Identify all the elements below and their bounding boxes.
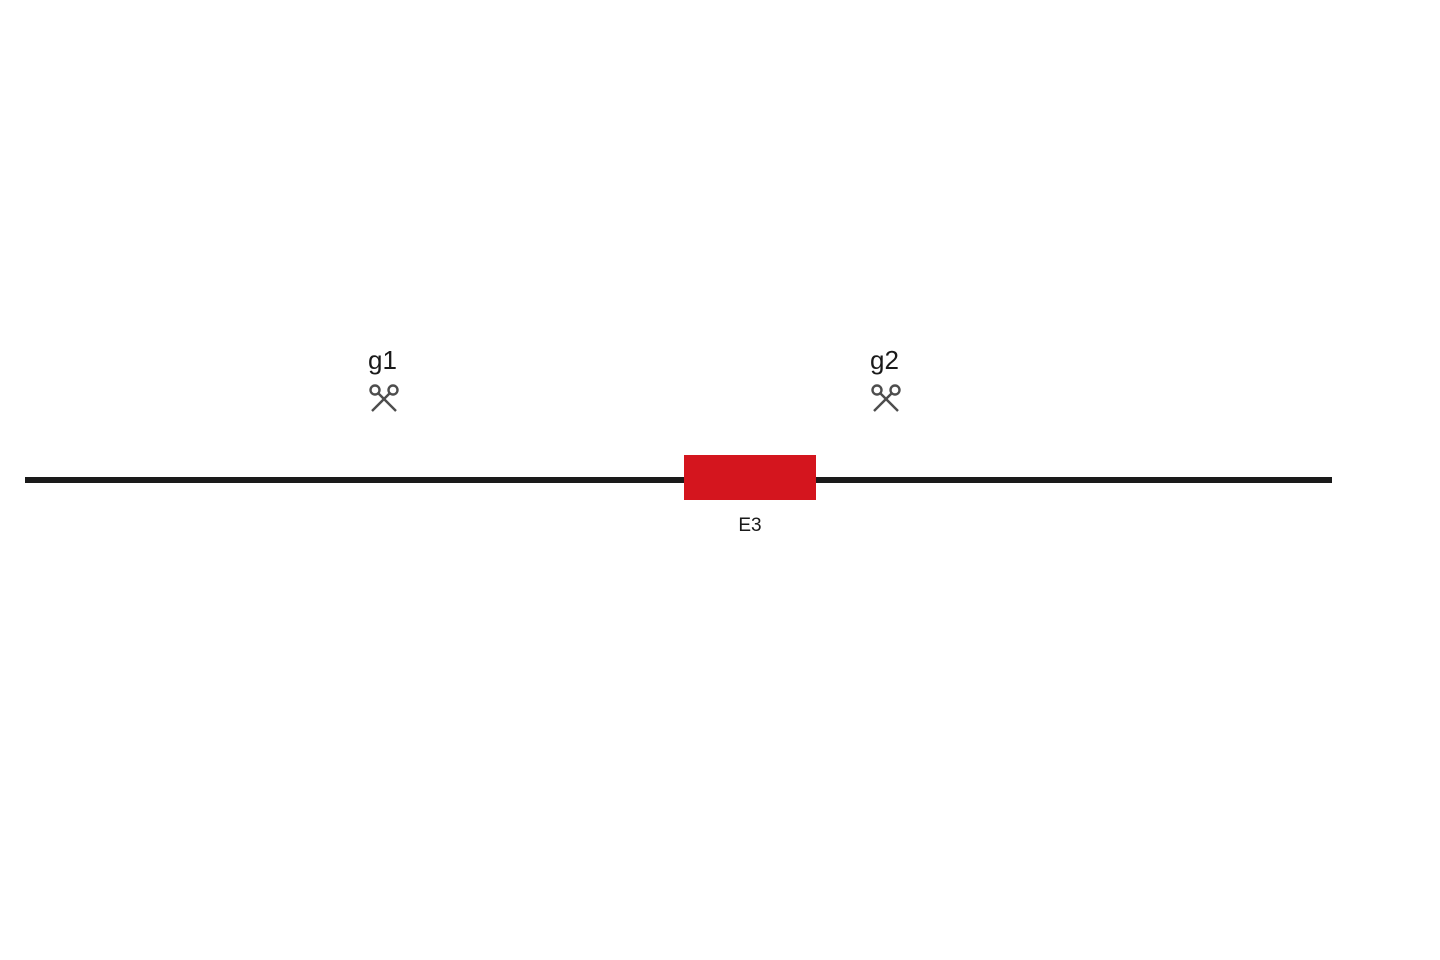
- genome-line-right: [816, 477, 1332, 483]
- guide-label-g2: g2: [870, 345, 899, 376]
- guide-label-g1: g1: [368, 345, 397, 376]
- genome-line-left: [25, 477, 684, 483]
- scissors-icon: [366, 381, 402, 417]
- exon-label: E3: [684, 515, 816, 537]
- gene-edit-diagram: E3 g1 g2: [0, 0, 1440, 960]
- exon-box: [684, 455, 816, 500]
- scissors-icon: [868, 381, 904, 417]
